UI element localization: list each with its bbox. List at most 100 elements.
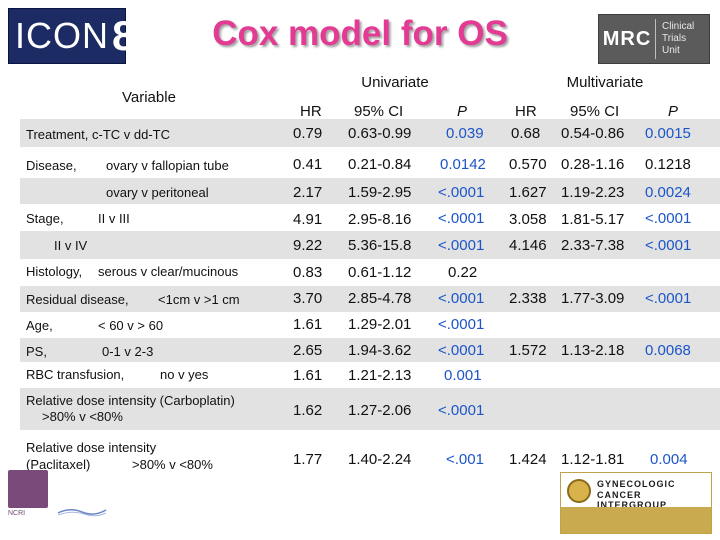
row-sublabel: II v IV: [54, 238, 88, 253]
multi-p: <.0001: [645, 210, 692, 227]
uni-hr: 0.41: [293, 156, 323, 173]
multi-hr: 3.058: [509, 211, 547, 228]
row-sublabel: < 60 v > 60: [98, 318, 164, 333]
ncri-logo-text: NCRI: [8, 510, 26, 517]
uni-hr: 2.17: [293, 184, 323, 201]
multi-hr: 1.627: [509, 184, 547, 201]
uni-p: 0.22: [448, 264, 478, 281]
variable-header: Variable: [122, 89, 176, 106]
col-header-uni-ci: 95% CI: [354, 103, 404, 120]
ncri-logo: NCRI: [8, 470, 48, 532]
multi-ci: 2.33-7.38: [561, 237, 625, 254]
multi-ci: 1.77-3.09: [561, 290, 625, 307]
uni-ci: 2.95-8.16: [348, 211, 412, 228]
gcig-logo-band: [561, 507, 711, 533]
mrc-logo-subtitle: Clinical Trials Unit: [656, 21, 694, 57]
row-band: [20, 286, 720, 312]
row-sublabel: 0-1 v 2-3: [102, 344, 154, 359]
multi-hr: 1.572: [509, 342, 547, 359]
row-label: Relative dose intensity: [26, 440, 157, 455]
uni-hr: 4.91: [293, 211, 323, 228]
row-label-line2: (Paclitaxel): [26, 457, 91, 472]
row-band: [20, 231, 720, 259]
row-label: PS,: [26, 344, 47, 359]
uni-hr: 2.65: [293, 342, 323, 359]
multi-p: 0.0068: [645, 342, 691, 359]
multi-ci: 1.12-1.81: [561, 451, 625, 468]
mrc-logo-divider: [655, 19, 656, 59]
icon8-logo-number: 8: [112, 12, 136, 59]
row-sublabel: ovary v fallopian tube: [106, 158, 229, 173]
uni-ci: 1.59-2.95: [348, 184, 412, 201]
col-header-uni-hr: HR: [300, 103, 322, 120]
gcig-logo: GYNECOLOGIC CANCER INTERGROUP: [560, 472, 712, 534]
uni-p: <.0001: [438, 290, 485, 307]
row-label: Relative dose intensity (Carboplatin): [26, 393, 235, 408]
mrc-logo-sub-3: Unit: [662, 45, 680, 56]
col-header-multi-p: P: [668, 103, 679, 120]
row-band: [20, 119, 720, 147]
partner-logo: [57, 509, 107, 517]
uni-hr: 1.62: [293, 402, 323, 419]
row-label: Histology,: [26, 264, 83, 279]
icon8-logo-word: ICON: [15, 15, 109, 56]
uni-p: <.0001: [438, 342, 485, 359]
gcig-logo-line2: CANCER INTERGROUP: [597, 490, 668, 510]
col-header-uni-p: P: [457, 103, 468, 120]
uni-p: 0.001: [444, 367, 482, 384]
multi-ci: 1.81-5.17: [561, 211, 625, 228]
uni-p: <.0001: [438, 237, 485, 254]
uni-p: 0.0142: [440, 156, 486, 173]
uni-hr: 1.61: [293, 367, 323, 384]
row-band: [20, 338, 720, 362]
multi-p: 0.1218: [645, 156, 691, 173]
multi-p: 0.0024: [645, 184, 691, 201]
multi-hr: 2.338: [509, 290, 547, 307]
uni-ci: 0.61-1.12: [348, 264, 412, 281]
row-band: [20, 178, 720, 204]
multi-p: <.0001: [645, 290, 692, 307]
gcig-logo-line1: GYNECOLOGIC: [597, 479, 676, 489]
multi-ci: 1.19-2.23: [561, 184, 625, 201]
multi-ci: 1.13-2.18: [561, 342, 625, 359]
row-sublabel: >80% v <80%: [42, 409, 123, 424]
multi-hr: 1.424: [509, 451, 547, 468]
mrc-logo-sub-2: Trials: [662, 33, 687, 44]
multivariate-header: Multivariate: [566, 74, 644, 91]
multi-p: 0.0015: [645, 125, 691, 142]
row-label: Disease,: [26, 158, 77, 173]
uni-ci: 0.63-0.99: [348, 125, 412, 142]
multi-p: 0.004: [650, 451, 688, 468]
uni-p: 0.039: [446, 125, 484, 142]
uni-p: <.0001: [438, 316, 485, 333]
row-label: Treatment, c-TC v dd-TC: [26, 127, 170, 142]
mrc-logo-sub-1: Clinical: [662, 21, 695, 32]
mrc-ctu-logo: MRC Clinical Trials Unit: [598, 14, 710, 64]
row-sublabel: no v yes: [160, 367, 209, 382]
row-label: RBC transfusion,: [26, 367, 125, 382]
row-label: Stage,: [26, 211, 64, 226]
gcig-seal-icon: [567, 479, 591, 503]
row-label: Age,: [26, 318, 53, 333]
row-label: Residual disease,: [26, 292, 129, 307]
multi-p: <.0001: [645, 237, 692, 254]
univariate-header: Univariate: [361, 74, 429, 91]
uni-p: <.0001: [438, 184, 485, 201]
uni-hr: 3.70: [293, 290, 323, 307]
row-sublabel: ovary v peritoneal: [106, 185, 209, 200]
col-header-multi-hr: HR: [515, 103, 537, 120]
uni-hr: 9.22: [293, 237, 323, 254]
ncri-logo-mark: [8, 470, 48, 508]
multi-ci: 0.28-1.16: [561, 156, 625, 173]
uni-ci: 5.36-15.8: [348, 237, 412, 254]
row-sublabel: serous v clear/mucinous: [98, 264, 239, 279]
uni-hr: 1.77: [293, 451, 323, 468]
uni-hr: 1.61: [293, 316, 323, 333]
uni-p: <.0001: [438, 210, 485, 227]
row-band: [20, 388, 720, 430]
row-sublabel: >80% v <80%: [132, 457, 213, 472]
uni-hr: 0.79: [293, 125, 323, 142]
mrc-logo-text: MRC: [602, 27, 652, 50]
uni-ci: 1.29-2.01: [348, 316, 412, 333]
